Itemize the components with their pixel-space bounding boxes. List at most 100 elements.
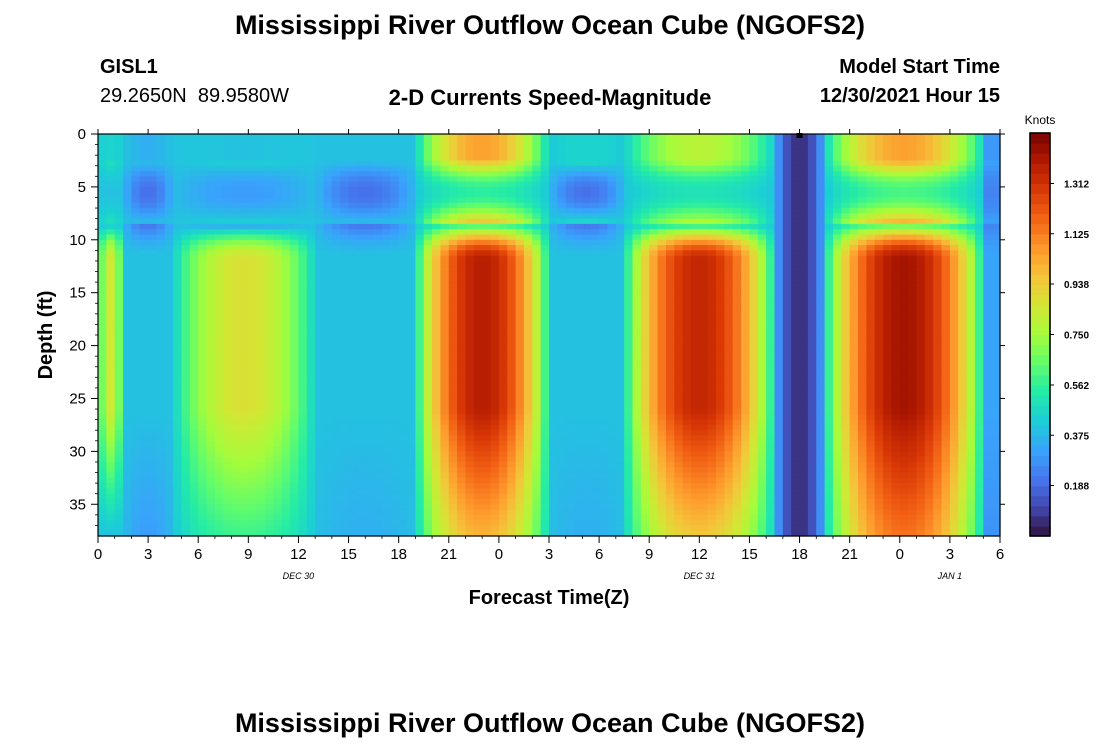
heatmap-cell	[223, 461, 233, 468]
heatmap-cell	[239, 171, 249, 177]
heatmap-cell	[139, 239, 149, 246]
heatmap-cell	[173, 271, 183, 278]
heatmap-cell	[114, 372, 124, 378]
heatmap-cell	[348, 525, 358, 532]
heatmap-cell	[423, 303, 433, 310]
heatmap-cell	[607, 430, 617, 437]
heatmap-cell	[173, 461, 183, 468]
heatmap-cell	[515, 192, 525, 199]
heatmap-cell	[239, 488, 249, 495]
heatmap-cell	[632, 335, 642, 341]
heatmap-cell	[98, 356, 107, 363]
heatmap-cell	[106, 303, 116, 310]
heatmap-cell	[465, 266, 475, 273]
heatmap-cell	[590, 403, 600, 410]
heatmap-cell	[365, 393, 375, 400]
heatmap-cell	[306, 361, 316, 368]
heatmap-cell	[515, 229, 525, 236]
heatmap-cell	[273, 181, 283, 188]
heatmap-cell	[407, 530, 416, 537]
heatmap-cell	[273, 255, 283, 262]
heatmap-cell	[231, 313, 241, 320]
heatmap-cell	[331, 340, 341, 347]
heatmap-cell	[432, 139, 442, 146]
heatmap-cell	[315, 520, 325, 527]
heatmap-cell	[256, 319, 266, 326]
heatmap-cell	[557, 144, 567, 151]
heatmap-cell	[482, 504, 492, 511]
heatmap-cell	[273, 350, 283, 357]
heatmap-cell	[574, 308, 584, 315]
heatmap-cell	[415, 171, 425, 177]
heatmap-cell	[423, 324, 433, 331]
heatmap-cell	[164, 271, 174, 278]
heatmap-cell	[256, 456, 266, 463]
heatmap-cell	[557, 467, 567, 474]
heatmap-cell	[540, 155, 550, 162]
heatmap-cell	[557, 297, 567, 304]
heatmap-cell	[223, 155, 233, 162]
heatmap-cell	[423, 171, 433, 177]
heatmap-cell	[248, 456, 258, 463]
heatmap-cell	[356, 287, 366, 294]
heatmap-cell	[440, 446, 450, 452]
heatmap-cell	[490, 276, 500, 283]
heatmap-cell	[532, 223, 542, 230]
heatmap-cell	[498, 409, 508, 415]
heatmap-cell	[298, 467, 308, 474]
heatmap-cell	[490, 260, 500, 267]
heatmap-cell	[540, 297, 550, 304]
heatmap-cell	[340, 197, 350, 204]
heatmap-cell	[390, 361, 400, 368]
heatmap-cell	[365, 356, 375, 363]
heatmap-cell	[390, 350, 400, 357]
heatmap-cell	[632, 319, 642, 326]
heatmap-cell	[624, 530, 634, 537]
heatmap-cell	[549, 134, 558, 140]
heatmap-cell	[156, 335, 166, 341]
heatmap-cell	[632, 308, 642, 315]
heatmap-cell	[298, 477, 308, 484]
heatmap-cell	[114, 266, 124, 273]
heatmap-cell	[139, 276, 149, 283]
heatmap-cell	[398, 493, 408, 500]
heatmap-cell	[490, 509, 500, 516]
heatmap-cell	[432, 398, 442, 405]
heatmap-cell	[607, 477, 617, 484]
heatmap-cell	[482, 271, 492, 278]
heatmap-cell	[373, 467, 383, 474]
heatmap-cell	[331, 176, 341, 183]
heatmap-cell	[315, 446, 325, 452]
heatmap-cell	[515, 414, 525, 421]
heatmap-cell	[515, 366, 525, 373]
heatmap-cell	[281, 139, 291, 146]
heatmap-cell	[448, 250, 458, 257]
heatmap-cell	[256, 181, 266, 188]
heatmap-cell	[198, 134, 208, 140]
heatmap-cell	[390, 223, 400, 230]
heatmap-cell	[273, 498, 283, 505]
heatmap-cell	[381, 424, 391, 431]
heatmap-cell	[173, 525, 183, 532]
heatmap-cell	[498, 377, 508, 384]
heatmap-cell	[498, 372, 508, 378]
heatmap-cell	[273, 266, 283, 273]
heatmap-cell	[465, 202, 475, 209]
heatmap-cell	[256, 186, 266, 193]
heatmap-cell	[407, 218, 416, 225]
heatmap-cell	[381, 134, 391, 140]
heatmap-cell	[148, 149, 158, 156]
heatmap-cell	[440, 271, 450, 278]
heatmap-cell	[164, 366, 174, 373]
heatmap-cell	[148, 165, 158, 172]
heatmap-cell	[432, 171, 442, 177]
heatmap-cell	[540, 398, 550, 405]
heatmap-cell	[523, 197, 533, 204]
heatmap-cell	[206, 165, 216, 172]
heatmap-cell	[315, 176, 325, 183]
heatmap-cell	[540, 393, 550, 400]
heatmap-cell	[565, 266, 575, 273]
heatmap-cell	[381, 472, 391, 479]
heatmap-cell	[549, 319, 558, 326]
heatmap-cell	[540, 282, 550, 288]
